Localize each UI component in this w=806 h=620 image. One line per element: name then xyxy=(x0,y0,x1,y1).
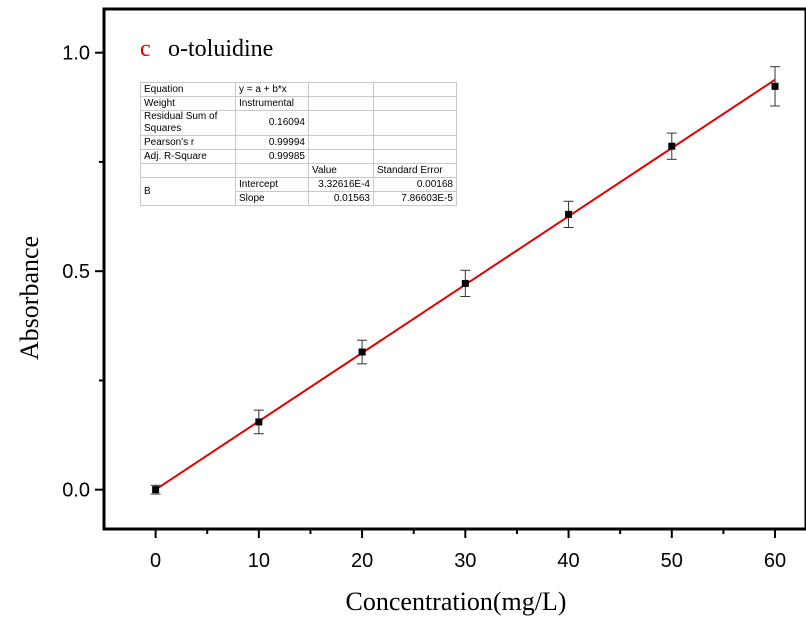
table-row: Residual Sum of Squares 0.16094 xyxy=(140,110,457,136)
data-points-layer xyxy=(150,66,781,495)
rss-value: 0.16094 xyxy=(235,110,309,136)
data-point xyxy=(668,142,676,150)
data-point xyxy=(152,486,160,494)
intercept-label: Intercept xyxy=(235,177,309,192)
y-tick-label: 1.0 xyxy=(62,43,90,65)
slope-error: 7.86603E-5 xyxy=(373,191,457,206)
axis-ticks: 0 10 20 30 40 50 60 0.0 0.5 1.0 xyxy=(62,43,786,572)
data-point xyxy=(461,279,469,287)
stderr-header: Standard Error xyxy=(373,163,457,178)
fit-statistics-table: Equation y = a + b*x Weight Instrumental… xyxy=(140,82,457,206)
y-tick-label: 0.5 xyxy=(62,261,90,283)
rss-label: Residual Sum of Squares xyxy=(140,110,236,136)
adj-r-square-value: 0.99985 xyxy=(235,149,309,164)
pearson-label: Pearson's r xyxy=(140,135,236,150)
intercept-value: 3.32616E-4 xyxy=(308,177,374,192)
panel-letter: c xyxy=(140,36,151,62)
data-point xyxy=(565,210,573,218)
intercept-error: 0.00168 xyxy=(373,177,457,192)
table-row: Equation y = a + b*x xyxy=(140,82,457,97)
y-tick-label: 0.0 xyxy=(62,480,90,502)
table-row: Weight Instrumental xyxy=(140,96,457,111)
data-point xyxy=(358,348,366,356)
pearson-value: 0.99994 xyxy=(235,135,309,150)
table-row: B Intercept 3.32616E-4 0.00168 xyxy=(140,177,457,206)
x-tick-label: 20 xyxy=(351,550,373,572)
x-tick-label: 10 xyxy=(248,550,270,572)
weight-value: Instrumental xyxy=(235,96,309,111)
y-axis-title: Absorbance xyxy=(15,236,44,360)
equation-label: Equation xyxy=(140,82,236,97)
x-axis-title: Concentration(mg/L) xyxy=(346,587,567,616)
x-tick-label: 50 xyxy=(661,550,683,572)
x-tick-label: 0 xyxy=(150,550,161,572)
equation-value: y = a + b*x xyxy=(235,82,309,97)
chart-title: o-toluidine xyxy=(168,36,273,62)
slope-value: 0.01563 xyxy=(308,191,374,206)
table-row: Value Standard Error xyxy=(140,163,457,178)
data-point xyxy=(255,418,263,426)
table-row: Slope 0.01563 7.86603E-5 xyxy=(141,191,457,206)
x-tick-label: 40 xyxy=(557,550,579,572)
value-header: Value xyxy=(308,163,374,178)
plot-frame xyxy=(102,7,806,531)
x-tick-label: 30 xyxy=(454,550,476,572)
weight-label: Weight xyxy=(140,96,236,111)
data-point xyxy=(771,82,779,90)
table-row: Pearson's r 0.99994 xyxy=(140,135,457,150)
slope-label: Slope xyxy=(235,191,309,206)
x-tick-label: 60 xyxy=(764,550,786,572)
table-row: Adj. R-Square 0.99985 xyxy=(140,149,457,164)
adj-r-square-label: Adj. R-Square xyxy=(140,149,236,164)
parameter-label: B xyxy=(140,177,236,206)
